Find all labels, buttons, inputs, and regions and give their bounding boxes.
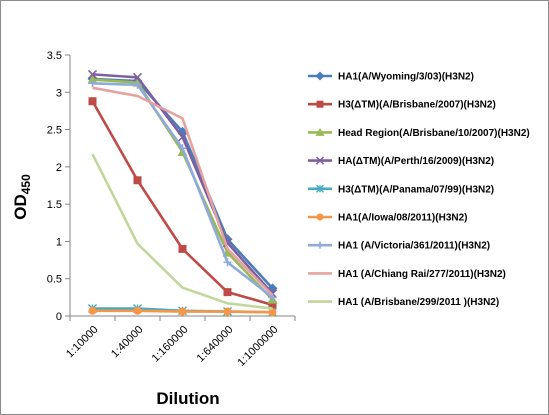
- legend-label: HA(ΔTM)(A/Perth/16/2009)(H3N2): [338, 156, 494, 167]
- series-1: [88, 97, 277, 309]
- x-tick-label: 1:640000: [195, 324, 236, 365]
- square-marker: [268, 300, 277, 309]
- legend: HA1(A/Wyoming/3/03)(H3N2) H3(ΔTM)(A/Brisb…: [308, 71, 530, 308]
- x-marker: [315, 156, 325, 165]
- square-marker: [316, 100, 324, 108]
- series-layer: [87, 69, 278, 317]
- legend-label: HA1(A/Iowa/08/2011)(H3N2): [338, 213, 468, 224]
- triangle-marker: [315, 127, 325, 136]
- legend-item: HA1(A/Wyoming/3/03)(H3N2): [308, 71, 474, 83]
- legend-item: HA1 (A/Chiang Rai/277/2011)(H3N2): [308, 269, 506, 280]
- y-tick-label: 0: [56, 311, 62, 323]
- legend-item: HA1 (A/Victoria/361/2011)(H3N2): [308, 241, 490, 252]
- legend-item: HA(ΔTM)(A/Perth/16/2009)(H3N2): [308, 156, 494, 167]
- legend-item: HA1 (A/Brisbane/299/2011 )(H3N2): [308, 297, 499, 308]
- legend-label: HA1 (A/Victoria/361/2011)(H3N2): [338, 241, 490, 252]
- plus-marker: [316, 241, 324, 249]
- legend-label: H3(ΔTM)(A/Panama/07/99)(H3N2): [338, 184, 494, 195]
- x-tick-label: 1:10000: [64, 324, 101, 361]
- circle-marker: [316, 213, 324, 221]
- circle-marker: [88, 306, 97, 315]
- x-tick-label: 1:40000: [109, 324, 146, 361]
- y-tick-label: 3.5: [47, 50, 62, 62]
- y-tick-label: 2: [56, 162, 62, 174]
- square-marker: [223, 288, 232, 297]
- plus-marker: [133, 80, 142, 89]
- legend-label: HA1 (A/Chiang Rai/277/2011)(H3N2): [338, 269, 506, 280]
- series-line: [92, 82, 274, 299]
- y-tick-label: 1.5: [47, 199, 62, 211]
- legend-label: HA1 (A/Brisbane/299/2011 )(H3N2): [338, 297, 499, 308]
- plus-marker: [223, 258, 232, 267]
- square-marker: [88, 97, 97, 106]
- legend-item: H3(ΔTM)(A/Brisbane/2007)(H3N2): [308, 100, 496, 111]
- y-axis-title: OD450: [11, 174, 33, 220]
- asterisk-marker: [316, 184, 324, 193]
- plus-marker: [88, 79, 97, 88]
- square-marker: [133, 176, 142, 185]
- circle-marker: [268, 308, 277, 317]
- x-marker: [87, 69, 98, 79]
- x-axis-title: Dilution: [156, 389, 219, 408]
- series-line: [91, 153, 273, 310]
- circle-marker: [223, 307, 232, 316]
- axes: 00.511.522.533.51:10000 1:40000 1:160000 1:…: [47, 50, 296, 369]
- x-tick-label: 1:160000: [150, 324, 191, 365]
- plus-marker: [178, 144, 187, 153]
- series-5: [88, 306, 277, 317]
- series-0: [87, 73, 278, 294]
- legend-item: H3(ΔTM)(A/Panama/07/99)(H3N2): [308, 184, 494, 195]
- legend-item: HA1(A/Iowa/08/2011)(H3N2): [308, 213, 468, 224]
- legend-label: HA1(A/Wyoming/3/03)(H3N2): [338, 72, 474, 83]
- series-8: [91, 153, 273, 310]
- series-7: [92, 86, 274, 297]
- circle-marker: [133, 306, 142, 315]
- series-line: [92, 86, 274, 297]
- square-marker: [178, 244, 187, 253]
- y-tick-label: 2.5: [47, 125, 62, 137]
- x-marker: [177, 132, 188, 142]
- diamond-marker: [315, 71, 325, 81]
- legend-label: H3(ΔTM)(A/Brisbane/2007)(H3N2): [338, 100, 496, 111]
- y-tick-label: 1: [56, 236, 62, 248]
- x-marker: [132, 72, 143, 82]
- y-tick-label: 3: [56, 87, 62, 99]
- y-tick-label: 0.5: [47, 274, 62, 286]
- x-tick-label: 1:1000000: [235, 324, 280, 369]
- legend-label: Head Region(A/Brisbane/10/2007)(H3N2): [338, 128, 530, 139]
- circle-marker: [178, 307, 187, 316]
- legend-item: Head Region(A/Brisbane/10/2007)(H3N2): [308, 128, 530, 139]
- series-line: [92, 77, 274, 290]
- triangle-marker: [87, 74, 98, 84]
